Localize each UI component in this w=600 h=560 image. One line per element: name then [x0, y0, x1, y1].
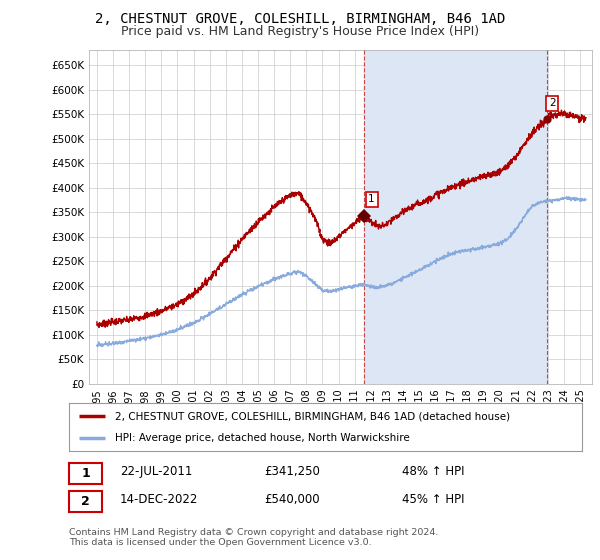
- Text: £540,000: £540,000: [264, 493, 320, 506]
- Text: 1: 1: [368, 194, 375, 204]
- Text: 1: 1: [81, 466, 90, 480]
- Text: 48% ↑ HPI: 48% ↑ HPI: [402, 465, 464, 478]
- Text: 14-DEC-2022: 14-DEC-2022: [120, 493, 199, 506]
- Text: 2, CHESTNUT GROVE, COLESHILL, BIRMINGHAM, B46 1AD: 2, CHESTNUT GROVE, COLESHILL, BIRMINGHAM…: [95, 12, 505, 26]
- Text: Price paid vs. HM Land Registry's House Price Index (HPI): Price paid vs. HM Land Registry's House …: [121, 25, 479, 38]
- Text: 22-JUL-2011: 22-JUL-2011: [120, 465, 193, 478]
- Bar: [364, 50, 547, 384]
- Text: £341,250: £341,250: [264, 465, 320, 478]
- Text: 45% ↑ HPI: 45% ↑ HPI: [402, 493, 464, 506]
- Text: Contains HM Land Registry data © Crown copyright and database right 2024.
This d: Contains HM Land Registry data © Crown c…: [69, 528, 439, 547]
- Text: HPI: Average price, detached house, North Warwickshire: HPI: Average price, detached house, Nort…: [115, 433, 410, 443]
- Text: 2: 2: [549, 98, 556, 108]
- Text: 2: 2: [81, 494, 90, 508]
- Text: 2, CHESTNUT GROVE, COLESHILL, BIRMINGHAM, B46 1AD (detached house): 2, CHESTNUT GROVE, COLESHILL, BIRMINGHAM…: [115, 411, 510, 421]
